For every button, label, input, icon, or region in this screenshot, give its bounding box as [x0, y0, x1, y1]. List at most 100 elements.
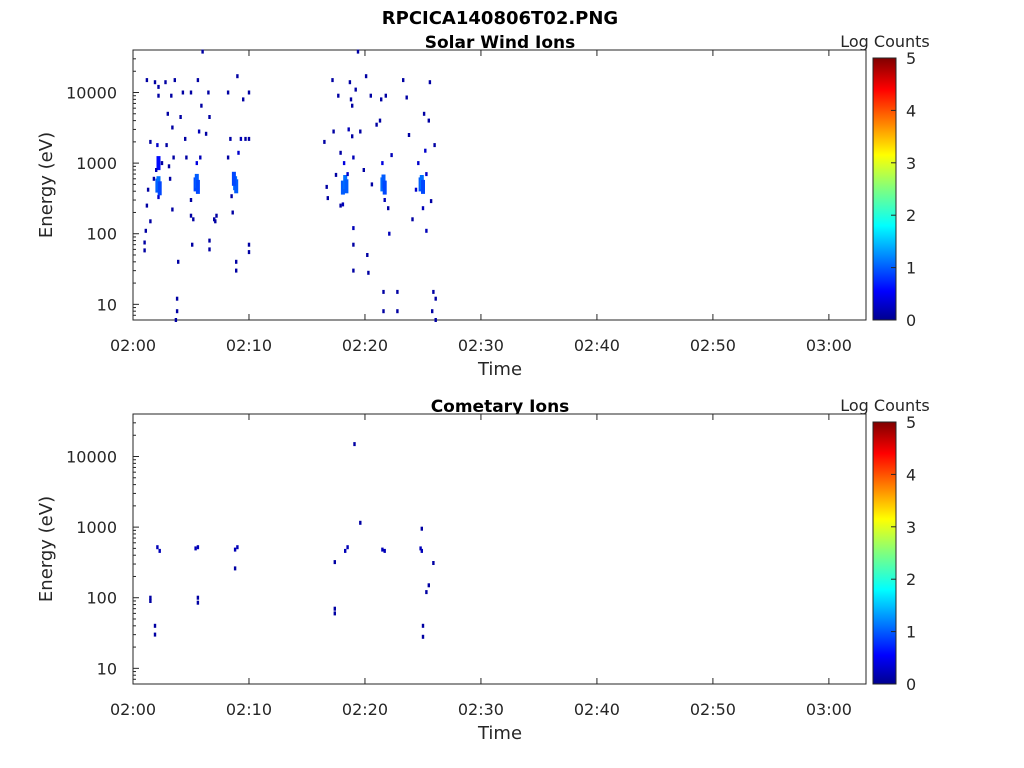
data-cell	[233, 566, 237, 571]
data-cell	[417, 161, 420, 166]
data-cell	[421, 179, 425, 194]
colorbar-tick-label: 4	[906, 465, 916, 484]
x-tick-label: 02:40	[574, 700, 620, 719]
y-tick-label: 100	[86, 225, 117, 244]
data-cell	[383, 548, 386, 553]
data-cell	[431, 309, 434, 314]
data-cell	[242, 97, 245, 102]
data-cell	[384, 93, 387, 98]
data-cell	[226, 90, 230, 95]
data-cell	[396, 289, 399, 294]
colorbar-tick-label: 5	[906, 413, 916, 432]
data-cell	[146, 187, 150, 192]
data-cell	[351, 103, 354, 108]
data-cell	[207, 90, 210, 95]
data-cell	[424, 148, 427, 153]
data-cell	[333, 606, 336, 611]
y-tick-label: 10000	[66, 448, 117, 467]
data-cell	[208, 238, 211, 243]
data-cell	[165, 143, 168, 148]
data-cell	[370, 182, 374, 187]
data-cell	[231, 171, 236, 186]
colorbar-ticks: 0 1 2 3 4 5	[891, 49, 916, 330]
data-cell	[341, 202, 345, 207]
data-cell	[195, 161, 198, 166]
colorbar-tick-label: 0	[906, 311, 916, 330]
data-cell	[337, 93, 340, 98]
data-cell	[189, 213, 193, 218]
plot-area	[132, 49, 867, 321]
y-tick-label: 1000	[76, 154, 117, 173]
data-cell	[189, 198, 193, 202]
data-cell	[352, 268, 355, 273]
data-cell	[425, 172, 428, 177]
data-cell	[434, 296, 437, 301]
data-cell	[235, 268, 238, 273]
x-tick-label: 02:10	[226, 336, 272, 355]
data-cell	[208, 247, 211, 252]
colorbar	[872, 57, 897, 321]
data-cell	[175, 296, 179, 301]
y-tick-label: 10000	[66, 84, 117, 103]
data-cell	[421, 634, 425, 639]
data-cell	[381, 161, 384, 166]
data-cell	[236, 545, 239, 550]
data-cell	[339, 150, 342, 155]
data-cell	[429, 199, 433, 204]
colorbar-tick-label: 3	[906, 154, 916, 173]
x-tick-label: 02:50	[690, 700, 736, 719]
data-cell	[333, 560, 336, 565]
data-cell	[156, 156, 161, 171]
colorbar-tick-label: 5	[906, 49, 916, 68]
data-cell	[362, 168, 365, 172]
panel-title: Cometary Ions	[431, 397, 570, 417]
y-tick-label: 1000	[76, 518, 117, 537]
x-tick-label: 02:30	[458, 336, 504, 355]
data-cell	[326, 196, 329, 201]
data-cell	[422, 111, 426, 116]
data-cell	[153, 80, 157, 85]
x-tick-label: 02:20	[342, 700, 388, 719]
x-axis-label: Time	[477, 723, 522, 744]
data-cell	[145, 203, 149, 208]
colorbar-tick-label: 3	[906, 518, 916, 537]
data-cell	[233, 547, 237, 552]
data-cell	[231, 210, 234, 215]
x-tick-label: 02:00	[110, 700, 156, 719]
data-cell	[194, 546, 197, 551]
data-cell	[174, 318, 178, 322]
data-marks	[149, 442, 435, 639]
data-cell	[149, 599, 152, 603]
colorbar-label: Log Counts	[840, 396, 930, 415]
panel-title: Solar Wind Ions	[425, 33, 576, 53]
data-cell	[375, 122, 378, 127]
y-tick-label: 100	[86, 589, 117, 608]
data-cell	[196, 600, 200, 605]
data-cell	[353, 442, 356, 447]
data-cell	[175, 309, 179, 314]
data-cell	[230, 194, 233, 199]
x-tick-label: 02:20	[342, 336, 388, 355]
data-cell	[196, 545, 200, 550]
data-cell	[247, 250, 251, 255]
data-cell	[171, 125, 174, 130]
data-cell	[153, 632, 157, 637]
data-cell	[352, 226, 355, 231]
data-cell	[323, 139, 326, 144]
data-cell	[364, 74, 368, 79]
data-cell	[204, 131, 208, 136]
colorbar-tick-label: 4	[906, 101, 916, 120]
x-tick-label: 02:50	[690, 336, 736, 355]
data-cell	[244, 136, 247, 141]
data-cell	[378, 118, 382, 123]
data-cell	[181, 90, 185, 95]
data-cell	[421, 206, 425, 211]
data-cell	[164, 80, 167, 85]
data-cell	[157, 181, 162, 196]
figure-title: RPCICA140806T02.PNG	[382, 8, 618, 29]
data-cell	[428, 80, 432, 85]
data-cell	[382, 309, 385, 314]
data-cell	[382, 180, 387, 195]
data-cell	[247, 242, 251, 247]
